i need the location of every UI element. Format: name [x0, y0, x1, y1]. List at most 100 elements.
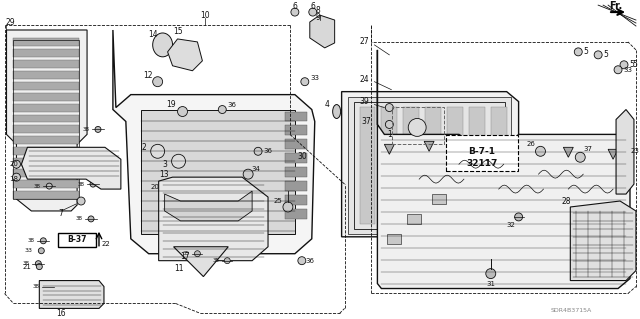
Text: Fr.: Fr. [609, 1, 623, 11]
Polygon shape [570, 201, 636, 281]
Bar [407, 214, 421, 224]
Circle shape [46, 183, 52, 189]
Text: 5: 5 [604, 50, 609, 59]
Polygon shape [113, 30, 315, 254]
Circle shape [12, 160, 20, 168]
Text: 13: 13 [159, 170, 168, 179]
Bar [13, 49, 79, 57]
Bar [285, 139, 307, 149]
Bar [446, 135, 518, 171]
Polygon shape [164, 191, 252, 221]
Circle shape [45, 284, 51, 290]
Text: 29: 29 [6, 18, 15, 26]
Text: 31: 31 [486, 280, 495, 286]
Circle shape [574, 48, 582, 56]
Bar [285, 167, 307, 177]
Text: 5: 5 [630, 60, 634, 69]
Text: 21: 21 [23, 263, 32, 270]
Polygon shape [342, 92, 518, 247]
Text: 30: 30 [297, 152, 307, 161]
Circle shape [301, 78, 308, 86]
Polygon shape [608, 149, 618, 159]
Polygon shape [424, 141, 434, 151]
Bar [392, 107, 444, 144]
Circle shape [614, 66, 622, 74]
Bar [387, 234, 401, 244]
Text: 9: 9 [316, 12, 320, 22]
Polygon shape [168, 39, 202, 71]
Text: 11: 11 [174, 264, 183, 273]
Text: 14: 14 [148, 30, 157, 40]
Bar [13, 115, 79, 122]
Bar [285, 153, 307, 163]
Text: 35: 35 [183, 251, 190, 256]
Text: 3: 3 [162, 160, 167, 169]
Circle shape [254, 147, 262, 155]
Bar [141, 109, 295, 234]
Text: 38: 38 [77, 182, 84, 187]
Text: 37: 37 [362, 117, 371, 126]
Circle shape [177, 107, 188, 116]
Bar [13, 40, 79, 199]
Text: 24: 24 [360, 75, 369, 84]
Circle shape [486, 269, 496, 278]
Text: 38: 38 [28, 238, 35, 243]
Polygon shape [39, 281, 104, 308]
Circle shape [95, 126, 101, 132]
Bar [13, 93, 79, 100]
Circle shape [298, 257, 306, 265]
Text: 32117: 32117 [466, 159, 497, 168]
Circle shape [385, 121, 394, 129]
Text: 18: 18 [10, 176, 19, 182]
Text: 20: 20 [10, 161, 19, 167]
Text: 28: 28 [561, 197, 571, 205]
Bar [13, 180, 79, 188]
Polygon shape [310, 15, 335, 48]
Circle shape [38, 248, 44, 254]
Text: 23: 23 [630, 148, 639, 154]
Text: 15: 15 [173, 27, 182, 36]
Circle shape [36, 264, 42, 270]
Ellipse shape [153, 33, 173, 57]
Bar [13, 158, 79, 166]
Bar [13, 104, 79, 112]
Text: 25: 25 [273, 198, 282, 204]
Text: SDR4B3715A: SDR4B3715A [550, 308, 592, 313]
Circle shape [88, 216, 94, 222]
Text: 5: 5 [584, 47, 589, 56]
Circle shape [153, 77, 163, 87]
Circle shape [291, 8, 299, 16]
Text: 36: 36 [305, 258, 314, 264]
Text: 19: 19 [166, 100, 175, 109]
Text: 1: 1 [387, 130, 392, 139]
Text: 12: 12 [143, 71, 152, 80]
Text: 38: 38 [34, 184, 41, 189]
Circle shape [172, 154, 186, 168]
Circle shape [620, 61, 628, 69]
Bar [13, 169, 79, 177]
Bar [360, 107, 376, 224]
Circle shape [35, 261, 42, 267]
Text: B-7-1: B-7-1 [468, 147, 495, 156]
Circle shape [40, 238, 46, 244]
Text: 6: 6 [292, 2, 298, 11]
Bar [381, 107, 397, 224]
Bar [13, 71, 79, 79]
Bar [13, 191, 79, 199]
Bar [469, 107, 484, 224]
Bar [447, 107, 463, 224]
Polygon shape [563, 147, 573, 157]
Text: 36: 36 [264, 148, 273, 154]
Polygon shape [173, 247, 228, 277]
Text: 33: 33 [310, 75, 319, 81]
Text: 4: 4 [324, 100, 329, 109]
Bar [285, 125, 307, 135]
Text: 16: 16 [56, 309, 66, 318]
Bar [572, 259, 585, 269]
Text: 38: 38 [23, 261, 30, 266]
Bar [285, 195, 307, 205]
Text: 5: 5 [632, 60, 637, 69]
Polygon shape [616, 109, 634, 194]
Bar [13, 125, 79, 133]
Bar [13, 137, 79, 144]
